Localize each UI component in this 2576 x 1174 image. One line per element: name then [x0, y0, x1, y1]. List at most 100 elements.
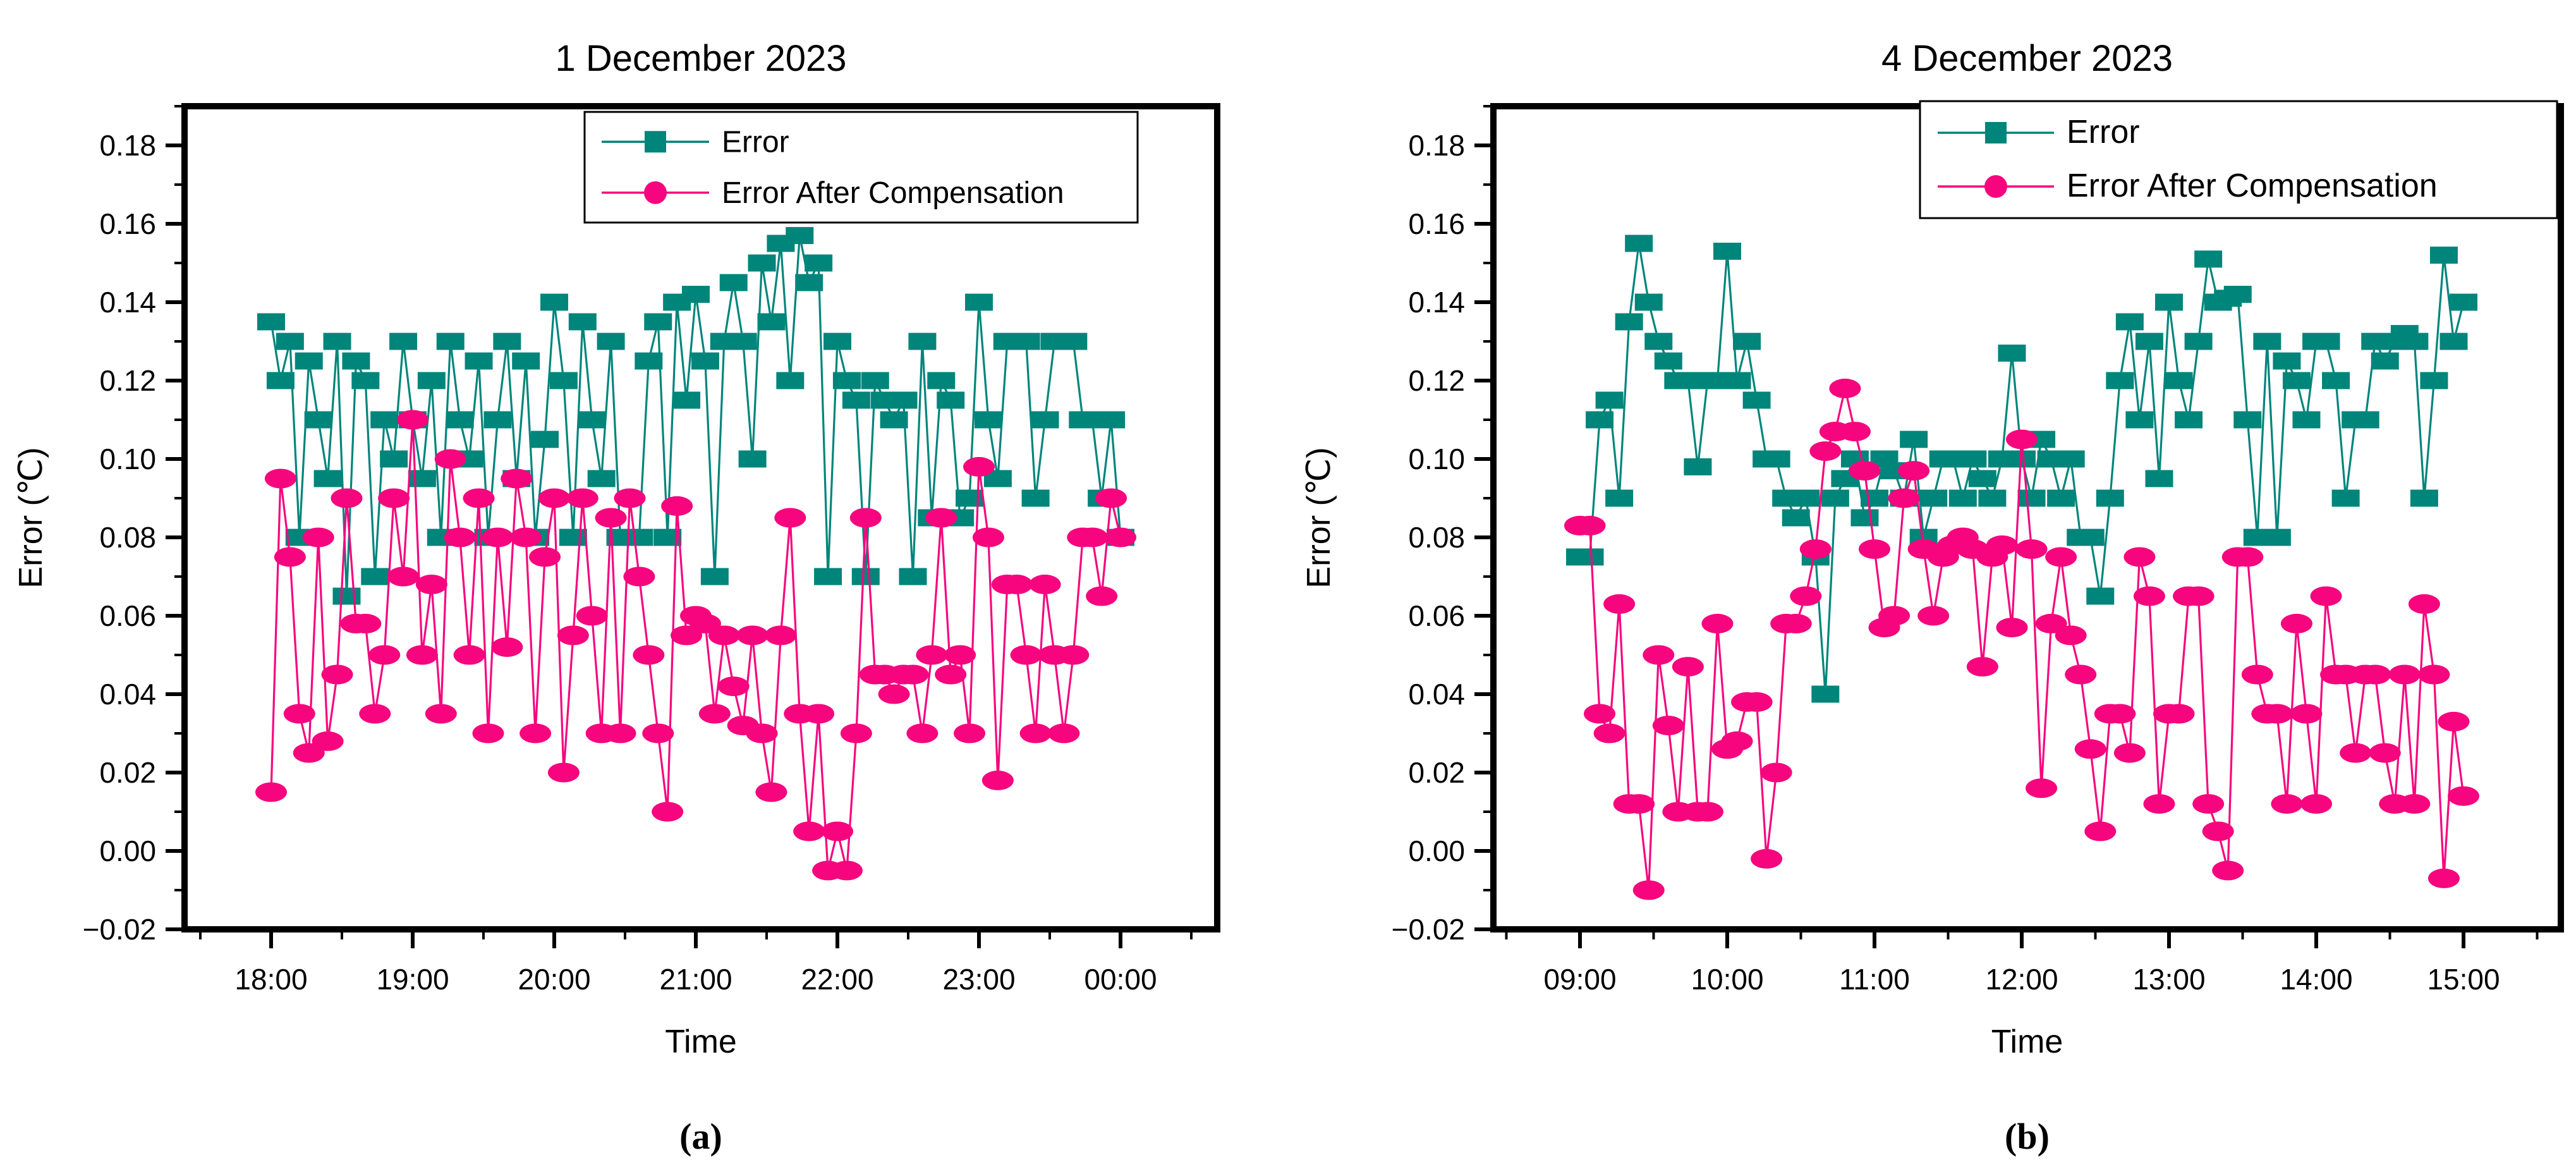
data-point-square: [2282, 372, 2311, 389]
data-point-circle: [434, 449, 466, 469]
data-point-circle: [406, 645, 438, 665]
data-point-square: [578, 411, 606, 429]
data-point-circle: [2232, 547, 2264, 567]
data-point-square: [823, 333, 852, 350]
data-point-circle: [1888, 488, 1920, 508]
data-point-circle: [1859, 539, 1891, 559]
data-point-square: [568, 313, 597, 331]
data-point-square: [625, 529, 653, 546]
data-point-circle: [519, 723, 552, 743]
data-point-square: [1586, 411, 1614, 429]
data-point-square: [2057, 450, 2085, 468]
legend-marker-circle: [1984, 175, 2007, 199]
data-point-square: [323, 333, 351, 350]
data-point-square: [2331, 489, 2360, 507]
data-point-circle: [604, 723, 636, 743]
x-tick-label: 20:00: [518, 963, 590, 996]
data-point-square: [1605, 489, 1634, 507]
data-point-square: [1097, 411, 1126, 429]
data-point-square: [1595, 391, 1624, 409]
data-point-circle: [302, 527, 334, 547]
data-point-square: [672, 391, 701, 409]
data-point-square: [908, 333, 937, 350]
x-tick-label: 10:00: [1691, 963, 1763, 996]
figure-panel-b: 4 December 2023 09:00 10:00 11:00 12:00 13:00…: [1288, 0, 2576, 1174]
data-point-circle: [840, 723, 872, 743]
x-tick-label: 12:00: [1985, 963, 2058, 996]
data-point-square: [1792, 489, 1820, 507]
data-point-square: [2223, 286, 2252, 303]
data-point-square: [2155, 293, 2184, 311]
data-point-square: [974, 411, 1002, 429]
data-point-square: [2076, 529, 2105, 546]
data-point-square: [1998, 345, 2026, 362]
data-point-circle: [1809, 441, 1842, 462]
data-point-circle: [2104, 704, 2136, 724]
data-point-circle: [1057, 645, 1090, 665]
data-point-circle: [2133, 586, 2165, 606]
data-point-circle: [623, 566, 655, 587]
data-point-circle: [849, 508, 882, 528]
data-point-circle: [906, 723, 939, 743]
x-tick-label: 15:00: [2427, 963, 2500, 996]
data-point-circle: [2113, 743, 2146, 763]
data-point-square: [1821, 489, 1849, 507]
y-axis-label: Error (℃): [13, 447, 49, 588]
data-point-circle: [453, 645, 485, 665]
series-error-after-compensation: [255, 410, 1137, 881]
data-point-circle: [1000, 574, 1033, 594]
data-point-circle: [1574, 515, 1606, 535]
data-point-square: [2047, 489, 2075, 507]
data-point-circle: [312, 731, 344, 751]
data-point-circle: [331, 488, 363, 508]
data-point-square: [700, 568, 729, 585]
data-point-square: [795, 274, 823, 291]
data-point-circle: [2055, 625, 2087, 645]
data-point-square: [1948, 489, 1977, 507]
data-point-circle: [482, 527, 514, 547]
data-point-circle: [708, 625, 740, 645]
data-point-circle: [925, 508, 957, 528]
data-point-square: [2253, 333, 2281, 350]
data-point-square: [2439, 333, 2468, 350]
data-point-circle: [255, 782, 287, 802]
data-point-square: [2420, 372, 2448, 389]
data-point-square: [295, 352, 323, 370]
data-point-circle: [2084, 821, 2117, 841]
data-point-circle: [415, 574, 447, 594]
data-point-circle: [1029, 574, 1061, 594]
legend: Error Error After Compensation: [583, 111, 1139, 224]
data-point-circle: [897, 664, 929, 685]
data-point-square: [304, 411, 332, 429]
data-point-square: [2263, 529, 2291, 546]
y-tick-label: 0.02: [1408, 756, 1465, 789]
data-point-square: [342, 352, 370, 370]
y-tick-label: 0.08: [1408, 521, 1465, 554]
data-point-circle: [1652, 716, 1684, 736]
data-point-circle: [736, 625, 769, 645]
data-point-circle: [793, 821, 825, 841]
data-point-circle: [2261, 704, 2293, 724]
data-point-square: [1713, 242, 1742, 260]
data-point-square: [2292, 411, 2321, 429]
chart-panel-a: 1 December 2023 18:00 19:00 20:00 21:00 22:00…: [13, 38, 1220, 1060]
data-point-square: [2233, 411, 2262, 429]
data-point-circle: [2290, 704, 2323, 724]
data-point-circle: [283, 704, 315, 724]
data-point-circle: [642, 723, 674, 743]
data-point-circle: [463, 488, 495, 508]
y-tick-label: 0.12: [1408, 364, 1465, 397]
data-point-circle: [1593, 723, 1625, 743]
data-point-circle: [1799, 539, 1832, 559]
data-point-circle: [510, 527, 542, 547]
data-point-circle: [717, 676, 750, 697]
data-point-circle: [1838, 422, 1871, 442]
data-point-circle: [2271, 794, 2303, 814]
series-line: [270, 419, 1122, 871]
data-point-circle: [1790, 586, 1822, 606]
y-tick-label: 0.16: [99, 207, 156, 240]
data-point-circle: [1672, 657, 1704, 677]
y-tick-label: 0.14: [1408, 286, 1465, 319]
data-point-square: [257, 313, 285, 331]
data-point-circle: [633, 645, 665, 665]
